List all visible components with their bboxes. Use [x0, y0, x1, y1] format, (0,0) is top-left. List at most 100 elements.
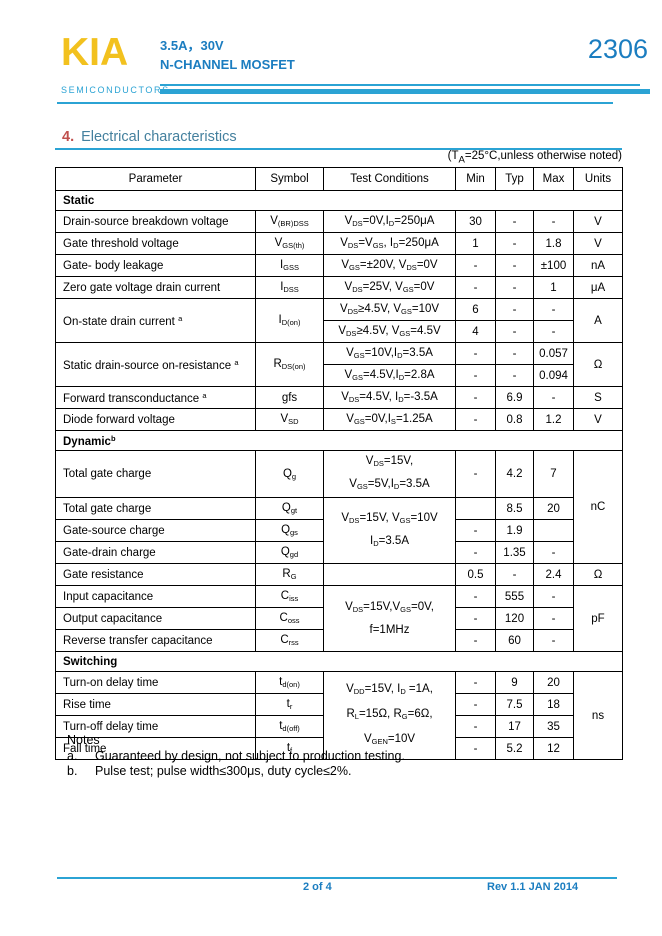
row-breakdown-voltage: Drain-source breakdown voltage V(BR)DSS … — [55, 210, 623, 233]
cell-min: 6 — [455, 298, 496, 321]
cell-param: Diode forward voltage — [55, 408, 256, 431]
device-type: N-CHANNEL MOSFET — [160, 57, 295, 72]
cell-max: - — [533, 629, 574, 652]
cond-line: ID=3.5A — [370, 534, 409, 548]
cell-min: - — [455, 541, 496, 564]
device-rating: 3.5A，30V — [160, 38, 224, 53]
row-total-gate-charge-qg: Total gate charge Qg VDS=15V, VGS=5V,ID=… — [55, 450, 623, 564]
cell-symbol: tr — [255, 693, 324, 716]
cell-max — [533, 519, 574, 542]
note-b: b. Pulse test; pulse width≤300μs, duty c… — [67, 764, 405, 779]
cell-max: 0.057 — [533, 342, 574, 365]
cell-param: Gate resistance — [55, 563, 256, 586]
cond-line: VGEN=10V — [363, 733, 416, 746]
cell-min: 4 — [455, 320, 496, 343]
note-b-text: Pulse test; pulse width≤300μs, duty cycl… — [95, 764, 352, 778]
cell-cond: VDS≥4.5V, VGS=10V — [323, 298, 456, 321]
cell-typ: - — [495, 364, 534, 387]
cell-cond: VDS=15V,VGS=0V, f=1MHz — [323, 585, 456, 652]
note-a-label: a. — [67, 749, 78, 763]
row-turn-on-delay: Turn-on delay time td(on) VDD=15V, ID =1… — [55, 671, 623, 760]
cell-symbol: RG — [255, 563, 324, 586]
cell-max: 1.8 — [533, 232, 574, 255]
cell-symbol: IDSS — [255, 276, 324, 299]
section-row-static: Static — [55, 190, 623, 211]
cell-max: 18 — [533, 693, 574, 716]
cell-param: Zero gate voltage drain current — [55, 276, 256, 299]
device-spec: 3.5A，30V N-CHANNEL MOSFET — [160, 36, 295, 74]
cell-units: A — [573, 298, 623, 343]
cond-line: VDS=15V,VGS=0V, — [345, 601, 434, 614]
cell-units: S — [573, 386, 623, 409]
cell-typ: 9 — [495, 671, 534, 694]
section-row-dynamic: Dynamicb — [55, 430, 623, 451]
cell-min: - — [455, 276, 496, 299]
cell-min — [455, 497, 496, 520]
col-header-min: Min — [455, 167, 496, 191]
cell-min: 1 — [455, 232, 496, 255]
cell-param: Total gate charge — [55, 497, 256, 520]
header-rule-thick — [160, 89, 650, 94]
row-gate-source-charge: Gate-source charge Qgs - 1.9 — [55, 519, 623, 542]
cell-typ: - — [495, 210, 534, 233]
cell-min: - — [455, 671, 496, 694]
row-total-gate-charge-qgt: Total gate charge Qgt VDS=15V, VGS=10V I… — [55, 497, 623, 564]
cell-typ: - — [495, 254, 534, 277]
cell-symbol: IGSS — [255, 254, 324, 277]
cell-typ: 5.2 — [495, 737, 534, 760]
cond-line: VGS=5V,ID=3.5A — [349, 478, 430, 491]
cell-cond: VDS=15V, VGS=5V,ID=3.5A — [323, 450, 456, 498]
cell-typ: - — [495, 563, 534, 586]
cell-symbol: ID(on) — [255, 298, 324, 343]
cell-cond: VGS=10V,ID=3.5A — [323, 342, 456, 365]
cell-min: - — [455, 254, 496, 277]
cell-units: nA — [573, 254, 623, 277]
cell-units: μA — [573, 276, 623, 299]
cell-symbol: Qgt — [255, 497, 324, 520]
cell-max: 7 — [533, 450, 574, 498]
cell-symbol: Coss — [255, 607, 324, 630]
cell-units: Ω — [573, 342, 623, 387]
cell-min: 0.5 — [455, 563, 496, 586]
row-rdson-2: VGS=4.5V,ID=2.8A - - 0.094 — [56, 364, 623, 387]
cell-param: Output capacitance — [55, 607, 256, 630]
col-header-parameter: Parameter — [55, 167, 256, 191]
row-reverse-transfer-capacitance: Reverse transfer capacitance Crss - 60 - — [55, 629, 623, 652]
cell-min: - — [455, 629, 496, 652]
cell-min: - — [455, 737, 496, 760]
section-title: 4. Electrical characteristics — [55, 129, 622, 150]
dynamic-section-label: Dynamicb — [55, 430, 623, 451]
row-gate-threshold: Gate threshold voltage VGS(th) VDS=VGS, … — [55, 232, 623, 255]
row-forward-transconductance: Forward transconductance a gfs VDS=4.5V,… — [55, 386, 623, 409]
cell-param: Turn-on delay time — [55, 671, 256, 694]
cell-typ: 7.5 — [495, 693, 534, 716]
cell-param: Gate- body leakage — [55, 254, 256, 277]
cell-cond: VDS=VGS, ID=250μA — [323, 232, 456, 255]
cell-cond: VDS≥4.5V, VGS=4.5V — [323, 320, 456, 343]
header-rule-thin — [160, 84, 640, 86]
cell-units: V — [573, 210, 623, 233]
cell-symbol: tf — [255, 737, 324, 760]
cell-min: - — [455, 408, 496, 431]
cell-cond: VDD=15V, ID =1A, RL=15Ω, RG=6Ω, VGEN=10V — [323, 671, 456, 760]
cell-max: - — [533, 541, 574, 564]
page-number: 2 of 4 — [303, 881, 332, 893]
cell-units: Ω — [573, 563, 623, 586]
cell-param: Static drain-source on-resistance a — [55, 342, 256, 387]
cell-min: - — [455, 585, 496, 608]
cell-param: Gate threshold voltage — [55, 232, 256, 255]
cell-symbol: VGS(th) — [255, 232, 324, 255]
cell-param: Reverse transfer capacitance — [55, 629, 256, 652]
cell-max: - — [533, 210, 574, 233]
cell-cond: VDS=15V, VGS=10V ID=3.5A — [323, 497, 456, 564]
cell-typ: 555 — [495, 585, 534, 608]
cell-symbol: RDS(on) — [255, 342, 324, 387]
temperature-condition-note: (TA=25°C,unless otherwise noted) — [447, 150, 622, 166]
cell-param: Input capacitance — [55, 585, 256, 608]
notes-block: Notes a. Guaranteed by design, not subje… — [67, 733, 405, 779]
cell-cond — [323, 563, 456, 586]
note-b-label: b. — [67, 764, 78, 778]
cell-units: ns — [573, 671, 623, 760]
cell-param: Fall time — [55, 737, 256, 760]
cell-units: pF — [573, 585, 623, 652]
